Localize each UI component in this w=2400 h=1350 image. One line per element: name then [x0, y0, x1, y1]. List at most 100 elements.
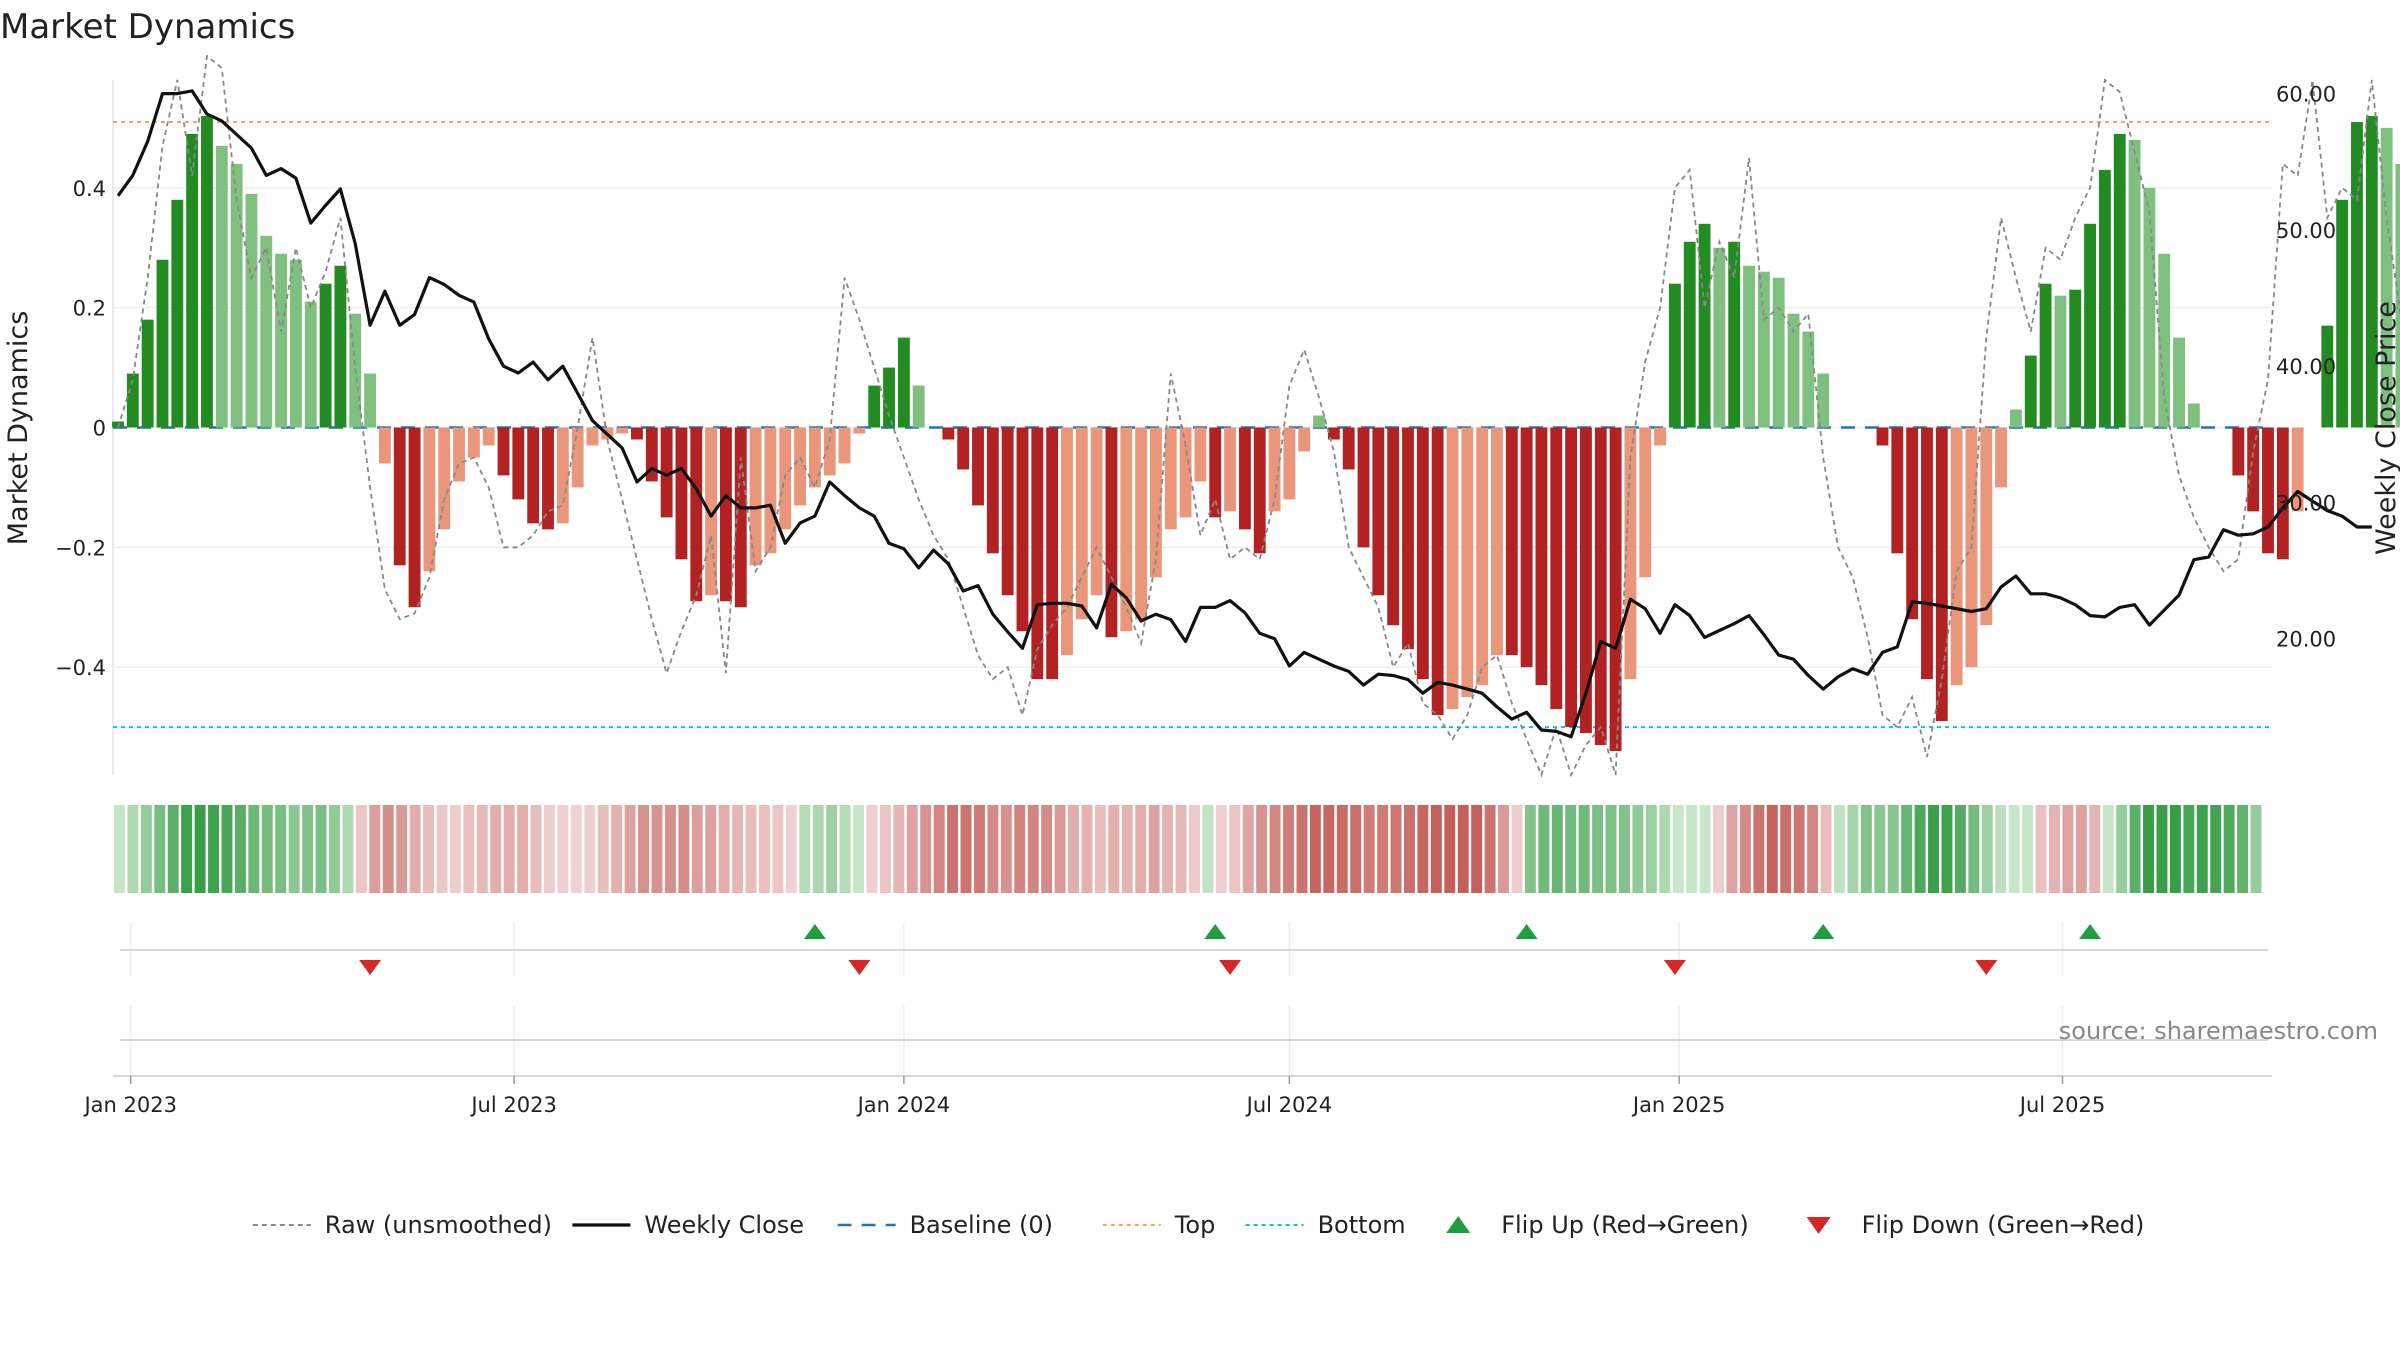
regime-cell — [799, 805, 811, 893]
regime-cell — [1619, 805, 1630, 893]
dynamics-bar — [2395, 163, 2400, 428]
dynamics-bar — [868, 385, 881, 428]
regime-cell — [987, 805, 999, 893]
dynamics-bar — [2247, 427, 2260, 512]
dynamics-bar — [1491, 427, 1503, 656]
regime-cell — [1524, 805, 1536, 893]
right-tick-label: 30.00 — [2276, 491, 2336, 515]
dynamics-bar — [1802, 331, 1815, 428]
flip-signals — [359, 924, 2102, 975]
legend-item-weekly-close: Weekly Close — [572, 1211, 804, 1239]
regime-cell — [1713, 805, 1724, 893]
dynamics-bar — [1061, 427, 1073, 656]
regime-cell — [2089, 805, 2101, 893]
regime-cell — [154, 805, 166, 893]
regime-cell — [570, 805, 582, 893]
dynamics-bars — [112, 115, 2400, 752]
dynamics-bar — [527, 427, 540, 524]
regime-cell — [1390, 805, 1402, 893]
regime-cell — [1377, 805, 1389, 893]
regime-cell — [1242, 805, 1254, 893]
regime-cell — [772, 805, 784, 893]
legend-item-top: Top — [1102, 1211, 1215, 1239]
regime-cell — [2210, 805, 2222, 893]
flip-up-marker — [2079, 924, 2102, 939]
dynamics-bar — [986, 427, 999, 554]
regime-cell — [1632, 805, 1644, 893]
legend-label: Raw (unsmoothed) — [325, 1211, 552, 1239]
right-tick-label: 40.00 — [2276, 355, 2336, 379]
dynamics-bar — [438, 427, 451, 530]
dynamics-bar — [497, 427, 510, 476]
regime-cell — [732, 805, 744, 893]
dynamics-bar — [2291, 427, 2304, 512]
dynamics-bar — [1609, 427, 1622, 752]
dynamics-bar — [1772, 277, 1785, 428]
flip-down-marker — [848, 960, 871, 975]
dynamics-bar — [2262, 427, 2274, 554]
regime-cell — [1162, 805, 1174, 893]
regime-cell — [2223, 805, 2235, 893]
regime-cell — [2008, 805, 2020, 893]
dynamics-bar — [2321, 325, 2334, 428]
dynamics-bar — [1016, 427, 1029, 632]
dynamics-bar — [512, 427, 525, 500]
regime-cell — [342, 805, 354, 893]
regime-cell — [2022, 805, 2034, 893]
regime-cell — [2116, 805, 2128, 893]
regime-cell — [1135, 805, 1147, 893]
dynamics-bar — [1313, 415, 1325, 428]
dynamics-bar — [1342, 427, 1355, 470]
regime-cell — [1175, 805, 1187, 893]
regime-cell — [1941, 805, 1953, 893]
dynamics-bar — [1817, 373, 1830, 428]
regime-cell — [1350, 805, 1362, 893]
dynamics-bar — [423, 427, 436, 572]
dynamics-bar — [1446, 427, 1459, 710]
dynamics-bar — [1935, 427, 1948, 722]
regime-cell — [1726, 805, 1738, 893]
dynamics-bar — [378, 427, 391, 464]
dynamics-bar — [794, 427, 806, 506]
regime-cell — [1551, 805, 1563, 893]
dynamics-bar — [2232, 427, 2245, 476]
vertical-gridlines — [129, 922, 2064, 1076]
regime-cell — [517, 805, 529, 893]
flip-down-marker — [1663, 960, 1686, 975]
regime-cell — [597, 805, 609, 893]
dynamics-bar — [2380, 127, 2393, 428]
right-tick-label: 50.00 — [2276, 219, 2336, 243]
dynamics-bar — [393, 427, 406, 566]
flip-down-icon — [1806, 1217, 1831, 1234]
flip-up-icon — [1446, 1216, 1471, 1233]
regime-cell — [208, 805, 219, 893]
regime-cell — [1860, 805, 1872, 893]
dynamics-bar — [290, 259, 302, 428]
regime-cell — [1793, 805, 1805, 893]
dynamics-bar — [883, 367, 895, 428]
regime-cell — [1739, 805, 1751, 893]
dynamics-bar — [616, 427, 629, 434]
dynamics-bar — [1787, 313, 1800, 428]
dynamics-bar — [2113, 133, 2126, 428]
dynamics-bar — [2054, 295, 2067, 428]
legend-label: Baseline (0) — [910, 1211, 1053, 1239]
dynamics-bar — [1461, 427, 1474, 698]
regime-cell — [1081, 805, 1093, 893]
regime-cell — [826, 805, 838, 893]
legend-item-bottom: Bottom — [1245, 1211, 1406, 1239]
regime-cell — [2102, 805, 2114, 893]
left-tick-label: 0 — [93, 417, 106, 441]
dynamics-bar — [230, 163, 243, 428]
flip-down-marker — [1219, 960, 1242, 975]
dynamics-bar — [942, 427, 955, 440]
dynamics-bar — [364, 373, 376, 428]
regime-cell — [1820, 805, 1832, 893]
regime-cell — [2062, 805, 2074, 893]
dynamics-bar — [1757, 271, 1770, 428]
regime-cell — [1404, 805, 1415, 893]
dynamics-bar — [897, 337, 910, 428]
dynamics-bar — [1728, 241, 1741, 428]
dynamics-bar — [1535, 427, 1548, 686]
regime-cell — [221, 805, 233, 893]
